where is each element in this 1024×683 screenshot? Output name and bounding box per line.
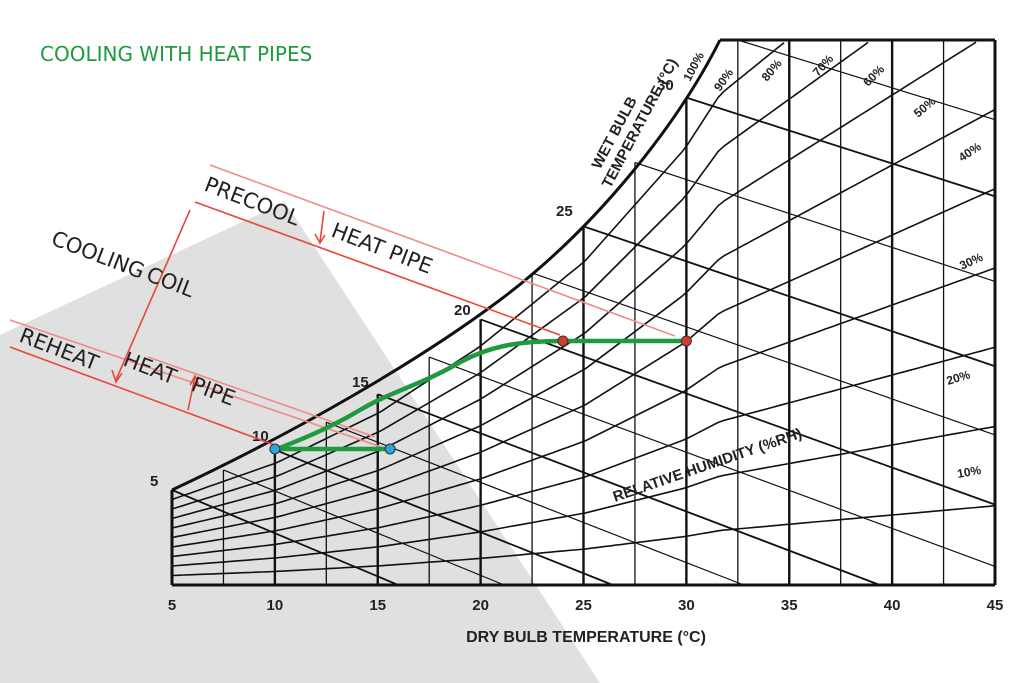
- rh-label-90: 90%: [711, 66, 736, 94]
- rh-curve: [171, 109, 995, 529]
- wet-bulb-line: [634, 162, 996, 282]
- rh-curve: [171, 42, 785, 501]
- x-tick-label: 40: [884, 597, 901, 614]
- rh-label-10: 10%: [956, 463, 982, 481]
- rh-label-30: 30%: [957, 250, 985, 273]
- process-point-after-precool: [557, 335, 569, 347]
- wet-bulb-line: [531, 272, 996, 436]
- background-shade: [0, 202, 600, 683]
- cooling-coil-arrow: [111, 209, 191, 384]
- wet-bulb-line: [737, 39, 996, 121]
- rh-curve: [171, 267, 995, 548]
- wet-bulb-line: [686, 96, 996, 198]
- chart-title: COOLING WITH HEAT PIPES: [40, 42, 313, 66]
- wet-bulb-line: [326, 421, 744, 586]
- wet-bulb-tick-25: 25: [556, 203, 573, 220]
- wet-bulb-tick-5: 5: [150, 473, 158, 490]
- rh-curve: [171, 425, 995, 567]
- saturation-curve: [171, 39, 722, 492]
- wet-bulb-tick-15: 15: [352, 374, 369, 391]
- x-tick-label: 25: [575, 597, 592, 614]
- rh-label-100: 100%: [680, 49, 707, 83]
- cooling-label: COOLING: [48, 226, 148, 283]
- precool-arrow: [314, 210, 326, 245]
- x-tick-label: 20: [472, 597, 489, 614]
- rh-curve: [171, 188, 995, 539]
- precool-bracket: [194, 164, 676, 337]
- wet-bulb-line: [480, 318, 996, 506]
- rh-curve: [171, 505, 995, 577]
- x-tick-label: 35: [781, 597, 798, 614]
- wet-bulb-line: [223, 469, 505, 586]
- wet-bulb-line: [171, 489, 399, 586]
- reheat-arrow: [187, 374, 200, 411]
- rh-curve: [171, 346, 995, 558]
- rh-label-70: 70%: [810, 52, 837, 79]
- rh-label-20: 20%: [945, 367, 972, 388]
- process-point-leaving-coil: [269, 443, 281, 455]
- wet-bulb-line: [274, 448, 614, 586]
- wet-bulb-line: [583, 225, 996, 368]
- x-tick-label: 45: [987, 597, 1004, 614]
- x-axis-label: DRY BULB TEMPERATURE (°C): [466, 629, 706, 646]
- wet-bulb-tick-20: 20: [454, 302, 471, 319]
- wet-bulb-line: [377, 393, 881, 586]
- x-tick-label: 5: [168, 597, 176, 614]
- rh-label-50: 50%: [911, 94, 939, 120]
- process-point-after-reheat: [384, 443, 396, 455]
- x-tick-label: 10: [267, 597, 284, 614]
- process-point-entering-air: [680, 335, 692, 347]
- x-axis-ticks: 5 10 15 20 25 30 35 40 45: [168, 597, 1004, 614]
- rh-label-40: 40%: [956, 139, 984, 164]
- process-path: [276, 338, 688, 452]
- process-points: [269, 335, 692, 455]
- wet-bulb-line: [428, 356, 996, 568]
- x-tick-label: 15: [369, 597, 386, 614]
- x-tick-label: 30: [678, 597, 695, 614]
- wet-bulb-lines: [171, 39, 996, 586]
- wet-bulb-tick-30: 30: [657, 77, 674, 94]
